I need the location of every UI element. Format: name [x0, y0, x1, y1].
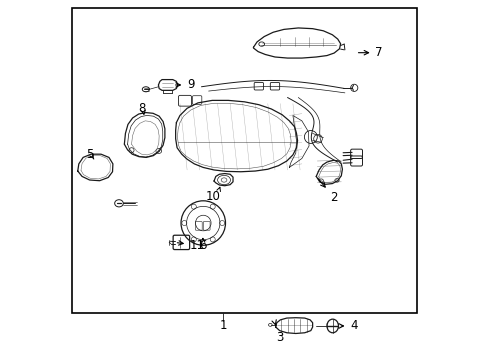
Text: 3: 3 — [271, 320, 283, 344]
Text: 11: 11 — [177, 239, 204, 252]
Text: 1: 1 — [219, 319, 226, 332]
Text: 5: 5 — [86, 148, 93, 161]
Text: 10: 10 — [205, 190, 220, 203]
Text: 6: 6 — [199, 239, 206, 252]
Text: 4: 4 — [338, 319, 357, 332]
Text: 8: 8 — [138, 102, 146, 115]
Text: 7: 7 — [358, 46, 382, 59]
Bar — [72, 8, 416, 313]
Text: 2: 2 — [317, 179, 337, 204]
Text: 9: 9 — [175, 78, 194, 91]
